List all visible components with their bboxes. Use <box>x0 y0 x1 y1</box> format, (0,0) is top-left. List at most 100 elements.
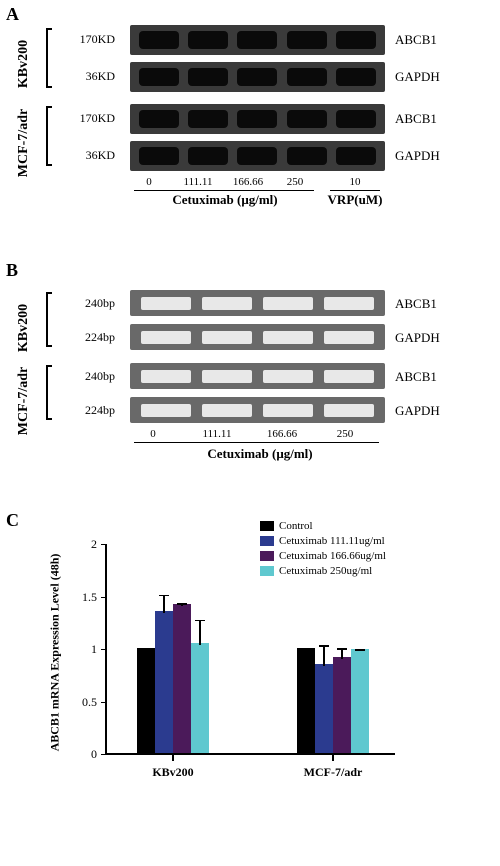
gel-band <box>141 331 191 344</box>
panel-b-xtick-3: 250 <box>330 428 360 440</box>
panel-a-underline-1 <box>134 190 314 191</box>
gel-band <box>324 370 374 383</box>
gel-band <box>263 370 313 383</box>
panel-a-row-3 <box>130 141 385 171</box>
wb-band <box>188 147 228 165</box>
panel-a-rowlabel-3: GAPDH <box>395 148 440 164</box>
wb-band <box>336 147 376 165</box>
panel-b-label: B <box>6 260 18 281</box>
panel-a-xtick-2: 166.66 <box>226 176 270 188</box>
panel-b-row-1 <box>130 324 385 350</box>
gel-band <box>202 404 252 417</box>
gel-band <box>202 331 252 344</box>
gel-band <box>324 331 374 344</box>
panel-b-rowlabel-1: GAPDH <box>395 330 440 346</box>
gel-band <box>324 297 374 310</box>
y-tick <box>101 544 107 545</box>
y-tick-label: 2 <box>67 537 97 552</box>
wb-band <box>139 110 179 128</box>
wb-band <box>287 110 327 128</box>
wb-band <box>336 31 376 49</box>
bar <box>173 604 191 753</box>
panel-b-underline <box>134 442 379 443</box>
panel-a-cellline-1: MCF-7/adr <box>16 107 32 179</box>
panel-b-row-0 <box>130 290 385 316</box>
panel-a-size-0: 170KD <box>55 32 115 47</box>
y-tick <box>101 754 107 755</box>
panel-a-size-1: 36KD <box>55 69 115 84</box>
panel-a-xtick-0: 0 <box>134 176 164 188</box>
panel-a-row-2 <box>130 104 385 134</box>
bar <box>137 648 155 753</box>
error-cap <box>195 620 205 622</box>
gel-band <box>141 370 191 383</box>
panel-b-size-2: 240bp <box>55 369 115 384</box>
panel-a-rowlabel-0: ABCB1 <box>395 32 437 48</box>
panel-b-cellline-0: KBv200 <box>16 298 32 358</box>
panel-b-cellline-1: MCF-7/adr <box>16 365 32 437</box>
panel-c-ylabel: ABCB1 mRNA Expression Level (48h) <box>48 543 63 763</box>
panel-b-bracket-0 <box>46 292 52 347</box>
x-tick-mark <box>172 755 174 761</box>
gel-band <box>141 297 191 310</box>
panel-a-xtick-4: 10 <box>340 176 370 188</box>
gel-band <box>263 297 313 310</box>
x-group-label: KBv200 <box>117 765 229 780</box>
panel-a-xlabel-2: VRP(uM) <box>320 192 390 208</box>
panel-a-row-0 <box>130 25 385 55</box>
panel-a-size-3: 36KD <box>55 148 115 163</box>
error-cap <box>159 595 169 597</box>
wb-band <box>336 110 376 128</box>
y-tick-label: 1.5 <box>67 590 97 605</box>
y-tick <box>101 597 107 598</box>
gel-band <box>263 331 313 344</box>
panel-a-xtick-3: 250 <box>280 176 310 188</box>
gel-band <box>202 370 252 383</box>
panel-c-label: C <box>6 510 19 531</box>
bar <box>155 611 173 753</box>
panel-a-rowlabel-1: GAPDH <box>395 69 440 85</box>
error-bar <box>163 595 165 613</box>
legend-swatch-0 <box>260 521 274 531</box>
wb-band <box>139 147 179 165</box>
panel-b-bracket-1 <box>46 365 52 420</box>
wb-band <box>188 68 228 86</box>
panel-c-chart: 00.511.52KBv200MCF-7/adr <box>105 545 395 755</box>
panel-b-size-1: 224bp <box>55 330 115 345</box>
x-tick-mark <box>332 755 334 761</box>
bar <box>191 643 209 753</box>
error-cap <box>337 648 347 650</box>
bar <box>297 648 315 753</box>
wb-band <box>139 31 179 49</box>
gel-band <box>263 404 313 417</box>
wb-band <box>237 147 277 165</box>
gel-band <box>141 404 191 417</box>
panel-a-bracket-0 <box>46 28 52 88</box>
panel-a-underline-2 <box>330 190 380 191</box>
panel-b-row-3 <box>130 397 385 423</box>
y-tick-label: 1 <box>67 642 97 657</box>
wb-band <box>188 31 228 49</box>
gel-band <box>202 297 252 310</box>
panel-a-bracket-1 <box>46 106 52 166</box>
bar <box>351 649 369 753</box>
error-cap <box>355 649 365 651</box>
wb-band <box>237 31 277 49</box>
panel-b-row-2 <box>130 363 385 389</box>
wb-band <box>237 110 277 128</box>
panel-a-label: A <box>6 4 19 25</box>
error-cap <box>319 645 329 647</box>
legend-text-0: Control <box>279 520 313 532</box>
wb-band <box>336 68 376 86</box>
wb-band <box>188 110 228 128</box>
bar <box>333 657 351 753</box>
x-group-label: MCF-7/adr <box>277 765 389 780</box>
error-bar <box>341 649 343 660</box>
panel-b-rowlabel-2: ABCB1 <box>395 369 437 385</box>
panel-a-size-2: 170KD <box>55 111 115 126</box>
legend-0: Control <box>260 520 313 532</box>
panel-a-rowlabel-2: ABCB1 <box>395 111 437 127</box>
panel-b-rowlabel-3: GAPDH <box>395 403 440 419</box>
wb-band <box>287 31 327 49</box>
wb-band <box>237 68 277 86</box>
